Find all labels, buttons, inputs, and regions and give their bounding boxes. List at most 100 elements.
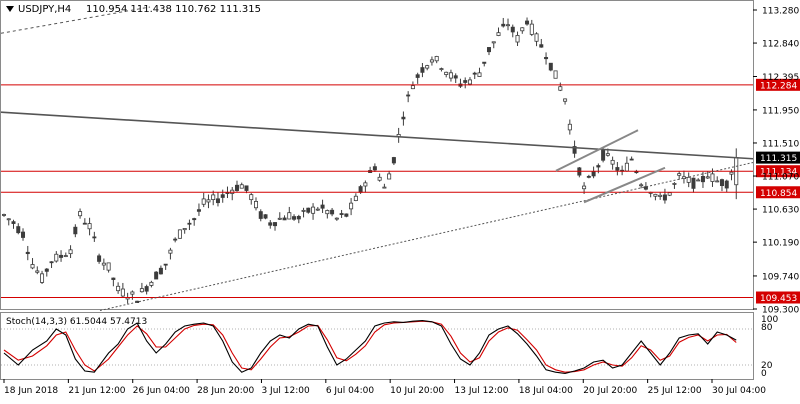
candle-body xyxy=(78,211,83,217)
candle-body xyxy=(268,222,273,226)
candle-body xyxy=(149,281,154,286)
candle-body xyxy=(363,182,368,187)
candle-body xyxy=(639,184,644,187)
candle-body xyxy=(344,213,349,217)
candle-body xyxy=(601,149,606,161)
price-pane-frame xyxy=(0,0,754,310)
candle-body xyxy=(406,94,411,97)
candle-body xyxy=(610,159,615,165)
candle-body xyxy=(425,65,430,69)
level-tag-label: 112.284 xyxy=(760,81,797,91)
candle-body xyxy=(215,198,220,204)
x-tick-label: 3 Jul 12:00 xyxy=(261,386,310,396)
candle-body xyxy=(182,228,187,231)
candle-body xyxy=(139,288,144,293)
y-tick-label: 110.630 xyxy=(762,206,799,216)
candle-body xyxy=(168,249,173,254)
candle-body xyxy=(21,231,26,238)
candle-body xyxy=(311,206,316,214)
candle-body xyxy=(719,179,724,187)
candle-body xyxy=(434,56,439,62)
candle-body xyxy=(130,291,135,295)
candle-body xyxy=(263,214,268,219)
y-tick-label: 111.070 xyxy=(762,173,799,183)
candle-body xyxy=(486,47,491,53)
candle-body xyxy=(510,26,515,33)
candle-body xyxy=(49,261,54,264)
y-tick-label: 110.190 xyxy=(762,239,799,249)
oscillator-level-0: 0 xyxy=(761,369,767,379)
y-tick-label: 113.280 xyxy=(762,7,799,17)
candle-body xyxy=(177,229,182,239)
candle-body xyxy=(482,61,487,64)
candle-body xyxy=(372,166,377,171)
candle-body xyxy=(444,71,449,75)
candle-body xyxy=(472,72,477,75)
candle-body xyxy=(30,264,35,269)
candle-body xyxy=(163,263,168,266)
current-price-tag xyxy=(756,151,800,164)
x-tick-label: 6 Jul 04:00 xyxy=(326,386,375,396)
symbol-label: USDJPY,H4 xyxy=(18,4,71,15)
candle-body xyxy=(220,194,225,198)
lines-layer: 112.284 111.134 110.854 109.453 111.315 xyxy=(0,6,800,311)
candle-body xyxy=(120,288,125,297)
candle-body xyxy=(534,33,539,42)
candle-body xyxy=(173,238,178,241)
x-tick-label: 28 Jun 20:00 xyxy=(197,386,254,396)
x-tick-label: 13 Jul 12:00 xyxy=(455,386,509,396)
candle-body xyxy=(387,173,392,180)
candle-body xyxy=(563,98,568,102)
channel-line-lower xyxy=(583,166,666,204)
y-tick-label: 111.510 xyxy=(762,139,799,149)
level-tag xyxy=(756,165,800,178)
candle-body xyxy=(705,176,710,179)
candle-body xyxy=(696,179,701,182)
candle-body xyxy=(358,186,363,193)
candle-body xyxy=(287,212,292,220)
candle-body xyxy=(700,176,705,183)
candle-body xyxy=(292,216,297,220)
candle-body xyxy=(377,176,382,181)
level-tag-label: 109.453 xyxy=(760,294,797,304)
candle-body xyxy=(686,176,691,183)
stochastic-layer xyxy=(1,320,753,374)
candle-body xyxy=(401,116,406,120)
candle-body xyxy=(273,222,278,227)
oscillator-level-20: 20 xyxy=(761,361,773,371)
x-tick-label: 30 Jul 04:00 xyxy=(712,386,766,396)
dropdown-triangle-icon[interactable] xyxy=(6,6,14,12)
candle-body xyxy=(325,210,330,215)
x-tick-label: 21 Jun 12:00 xyxy=(68,386,125,396)
x-tick-label: 18 Jul 04:00 xyxy=(519,386,573,396)
candle-body xyxy=(158,267,163,275)
candle-body xyxy=(448,72,453,79)
x-tick-label: 18 Jun 2018 xyxy=(4,386,58,396)
candles-layer xyxy=(2,17,739,304)
candle-body xyxy=(306,207,311,213)
candle-body xyxy=(729,171,734,175)
candle-body xyxy=(691,177,696,189)
candle-body xyxy=(615,167,620,171)
candle-body xyxy=(101,262,106,266)
candle-body xyxy=(629,158,634,161)
candle-body xyxy=(501,23,506,27)
x-axis: 18 Jun 2018 21 Jun 12:00 26 Jun 04:00 28 Ju… xyxy=(3,379,766,396)
x-tick-label: 25 Jul 12:00 xyxy=(648,386,702,396)
candle-body xyxy=(420,67,425,73)
candle-body xyxy=(211,194,216,200)
candle-body xyxy=(591,171,596,177)
candle-body xyxy=(339,213,344,215)
candle-body xyxy=(97,255,102,262)
x-tick-label: 26 Jun 04:00 xyxy=(133,386,190,396)
level-tag-label: 110.854 xyxy=(760,189,797,199)
candle-body xyxy=(353,195,358,201)
candle-body xyxy=(296,216,301,220)
current-price-label: 111.315 xyxy=(760,154,797,164)
candle-body xyxy=(582,185,587,190)
candle-body xyxy=(415,74,420,78)
candle-body xyxy=(572,146,577,154)
candle-body xyxy=(605,153,610,156)
